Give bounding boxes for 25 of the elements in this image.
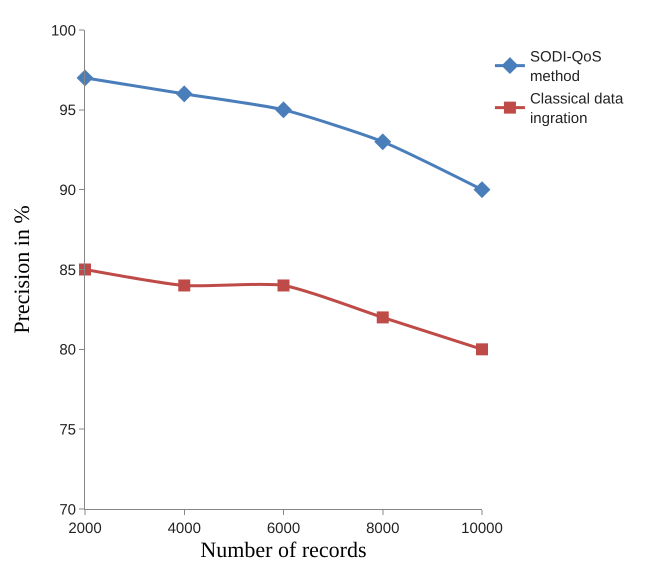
y-tick-label: 95 <box>59 102 76 120</box>
y-tick-label: 70 <box>59 501 76 518</box>
y-tick-label: 85 <box>59 262 76 279</box>
point <box>178 279 190 292</box>
x-tick-label: 6000 <box>266 520 300 537</box>
point <box>474 181 490 198</box>
x-tick-label: 10000 <box>461 520 503 537</box>
y-tick-label: 90 <box>59 182 76 199</box>
y-axis-title: Precision in % <box>8 205 34 334</box>
point <box>76 69 94 86</box>
point <box>275 101 292 118</box>
y-tick-label: 100 <box>50 22 76 40</box>
x-tick-label: 2000 <box>68 520 102 537</box>
y-tick-label: 80 <box>59 342 76 359</box>
legend-label: SODI-QoS method <box>530 48 602 86</box>
x-axis-title: Number of records <box>200 537 367 562</box>
point <box>374 133 392 150</box>
point <box>476 343 488 356</box>
x-tick-label: 4000 <box>168 520 201 537</box>
point <box>176 85 193 102</box>
point <box>278 279 290 292</box>
x-tick-label: 8000 <box>366 520 400 537</box>
point <box>376 311 389 324</box>
y-tick-label: 75 <box>59 421 76 438</box>
legend-label: Classical data ingration <box>530 90 624 128</box>
